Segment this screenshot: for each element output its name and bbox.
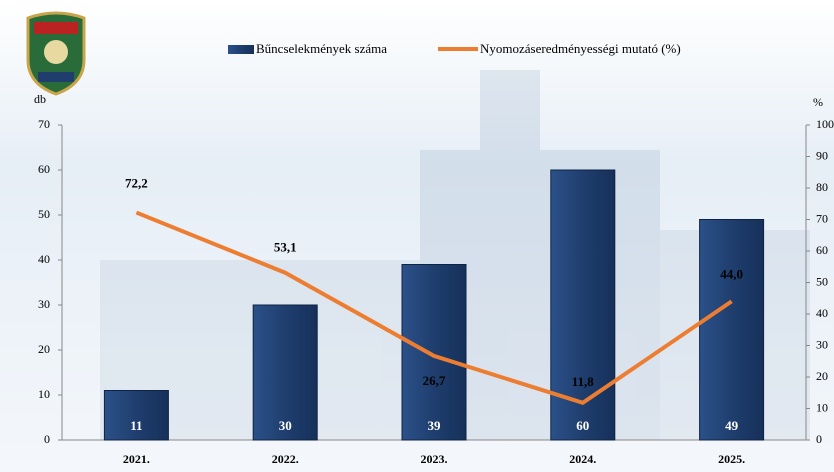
line-label: 44,0 xyxy=(720,266,743,281)
line-label: 11,8 xyxy=(572,374,595,389)
x-tick-label: 2023. xyxy=(421,452,448,466)
y2-tick-label: 50 xyxy=(816,274,828,288)
bar xyxy=(700,220,764,441)
bar xyxy=(402,265,466,441)
legend-label: Nyomozáseredményességi mutató (%) xyxy=(480,41,681,56)
y2-axis-title: % xyxy=(813,95,823,109)
x-tick-label: 2025. xyxy=(718,452,745,466)
bar-label: 11 xyxy=(130,418,142,433)
y2-tick-label: 90 xyxy=(816,148,828,162)
y-axis-title: db xyxy=(34,92,46,106)
police-logo xyxy=(28,13,84,94)
bar-label: 39 xyxy=(428,418,442,433)
y-tick-label: 20 xyxy=(38,342,50,356)
y-tick-label: 60 xyxy=(38,162,50,176)
y-tick-label: 30 xyxy=(38,297,50,311)
bar xyxy=(551,170,615,440)
y2-tick-label: 60 xyxy=(816,243,828,257)
y-tick-label: 0 xyxy=(44,432,50,446)
legend-swatch xyxy=(228,45,254,54)
x-tick-label: 2024. xyxy=(569,452,596,466)
legend-label: Bűncselekmények száma xyxy=(256,41,387,56)
page: {"chart_data": {"type": "bar-line", "cat… xyxy=(0,0,834,472)
y2-tick-label: 40 xyxy=(816,306,828,320)
y-tick-label: 10 xyxy=(38,387,50,401)
bar-label: 49 xyxy=(725,418,739,433)
y2-tick-label: 10 xyxy=(816,400,828,414)
y-tick-label: 50 xyxy=(38,207,50,221)
bar-label: 60 xyxy=(576,418,589,433)
y-tick-label: 40 xyxy=(38,252,50,266)
y2-tick-label: 20 xyxy=(816,369,828,383)
chart: db % 0 10 20 30 40 50 60 70 0 10 20 30 40 50 60 70 80 90 1… xyxy=(0,0,834,472)
y2-tick-label: 70 xyxy=(816,211,828,225)
bar-label: 30 xyxy=(279,418,292,433)
y2-tick-label: 80 xyxy=(816,180,828,194)
line-label: 53,1 xyxy=(274,240,297,255)
line-label: 72,2 xyxy=(125,176,148,191)
y-tick-label: 70 xyxy=(38,117,50,131)
line-label: 26,7 xyxy=(423,373,446,388)
x-tick-label: 2022. xyxy=(272,452,299,466)
y2-tick-label: 0 xyxy=(816,432,822,446)
x-tick-label: 2021. xyxy=(123,452,150,466)
y2-tick-label: 100 xyxy=(816,117,834,131)
y2-tick-label: 30 xyxy=(816,337,828,351)
